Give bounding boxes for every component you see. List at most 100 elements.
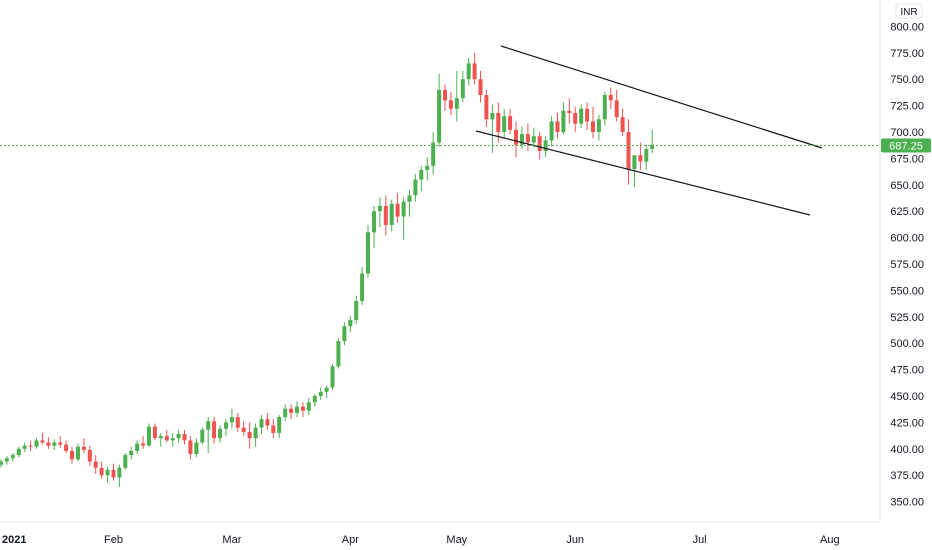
candle-body — [626, 132, 631, 169]
candle — [431, 132, 436, 175]
candle-body — [58, 442, 63, 445]
lower-trendline[interactable] — [475, 130, 811, 216]
candle — [366, 224, 370, 278]
candle — [300, 402, 305, 418]
candle-body — [336, 341, 341, 367]
candle-body — [419, 170, 424, 180]
candle-body — [525, 134, 530, 143]
y-tick-label: 600.00 — [890, 233, 924, 245]
candle-body — [478, 79, 483, 95]
candle-body — [129, 450, 134, 456]
candle — [472, 52, 477, 85]
candle — [247, 422, 252, 449]
candle-body — [632, 155, 637, 169]
candle — [425, 157, 430, 181]
candle-body — [111, 469, 116, 478]
candle — [141, 436, 146, 449]
candle — [312, 393, 317, 407]
candle-body — [318, 391, 323, 396]
candle — [4, 456, 9, 465]
candle-body — [22, 445, 27, 449]
candle — [318, 387, 323, 401]
candle — [620, 108, 625, 137]
candle — [10, 453, 15, 462]
candle — [277, 415, 282, 439]
candle — [241, 421, 246, 437]
candle-body — [348, 320, 353, 327]
candle-body — [448, 100, 453, 109]
candle — [342, 322, 347, 346]
candle-body — [306, 402, 311, 411]
last-price-tag: 687.25 — [881, 138, 931, 153]
candle-body — [608, 95, 613, 101]
candle — [377, 197, 382, 227]
candle — [555, 113, 560, 139]
candle — [354, 295, 359, 325]
x-tick-label: Aug — [820, 534, 840, 546]
price-axis[interactable]: 350.00 375.00 400.00 425.00 450.00 475.00 500.… — [890, 21, 924, 508]
candle — [129, 446, 134, 460]
candle-body — [135, 443, 140, 451]
candle — [514, 121, 518, 158]
candle — [212, 417, 217, 444]
candle — [454, 70, 459, 122]
y-tick-label: 800.00 — [890, 21, 924, 33]
candle-body — [484, 95, 489, 120]
candle-body — [549, 121, 554, 141]
candle — [407, 190, 412, 217]
candle — [591, 106, 595, 139]
candle-body — [64, 444, 69, 451]
candle-body — [537, 136, 542, 151]
candle — [496, 102, 501, 143]
candle-body — [520, 134, 524, 145]
x-tick-label: Apr — [342, 534, 359, 546]
candle-body — [591, 121, 595, 132]
candle — [164, 429, 169, 443]
candle — [194, 438, 199, 458]
candle-body — [366, 232, 370, 274]
candle — [502, 108, 507, 139]
candle-body — [271, 425, 276, 433]
candle-body — [620, 117, 625, 132]
candle-body — [514, 129, 518, 145]
candle — [348, 315, 353, 333]
candle-body — [413, 179, 418, 196]
candle — [87, 445, 92, 466]
candle — [632, 155, 637, 187]
candle — [537, 132, 542, 160]
candle-body — [40, 440, 45, 443]
candle — [561, 102, 566, 135]
y-tick-label: 475.00 — [890, 365, 924, 377]
candle-body — [377, 205, 382, 212]
candle — [235, 412, 240, 432]
candle — [182, 429, 187, 445]
candle-body — [579, 108, 584, 124]
candle — [253, 423, 258, 447]
candle — [383, 195, 388, 236]
candle-body — [342, 326, 347, 342]
candle — [478, 70, 483, 103]
candle-body — [330, 366, 335, 388]
candle — [289, 404, 294, 420]
candle — [608, 87, 613, 109]
candle — [176, 429, 181, 443]
y-tick-label: 750.00 — [890, 74, 924, 86]
time-axis[interactable]: 2021 Feb Mar Apr May Jun Jul Aug — [2, 534, 840, 546]
candle — [466, 58, 471, 86]
candle-body — [443, 89, 447, 101]
candle-body — [46, 442, 51, 446]
candle-body — [200, 429, 205, 443]
y-tick-label: 350.00 — [890, 497, 924, 509]
candle — [360, 267, 365, 306]
candle-body — [561, 110, 566, 132]
candle — [531, 127, 536, 148]
candle-body — [644, 148, 649, 162]
candle-body — [70, 450, 74, 460]
candle-body — [383, 205, 388, 225]
upper-trendline[interactable] — [500, 45, 823, 149]
candle — [336, 337, 341, 369]
candle-body — [253, 427, 258, 439]
candle-body — [555, 121, 560, 132]
candle — [152, 423, 157, 441]
